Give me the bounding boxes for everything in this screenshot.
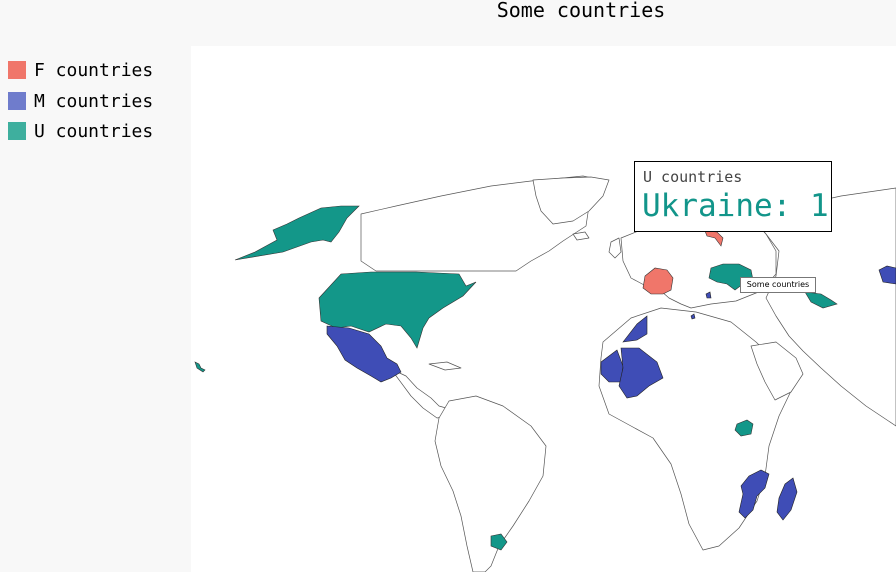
chart-title: Some countries [496, 0, 666, 22]
country-madagascar[interactable] [776, 477, 798, 521]
country-france[interactable] [642, 267, 674, 295]
map-plot-area [191, 46, 896, 572]
country-cuba[interactable] [428, 361, 462, 371]
series-m-countries [326, 265, 896, 521]
legend-label: M countries [34, 90, 154, 112]
country-central-america[interactable] [390, 368, 448, 419]
country-iceland[interactable] [572, 231, 590, 241]
tooltip-series-name: U countries [643, 168, 743, 186]
country-mexico[interactable] [326, 325, 402, 383]
map-tooltip: U countries Ukraine: 1 [634, 161, 832, 232]
legend-swatch-f [8, 61, 26, 79]
country-arabia[interactable] [750, 341, 804, 401]
legend-item-f-countries[interactable]: F countries [8, 58, 153, 82]
country-mozambique[interactable] [738, 469, 770, 519]
country-uk[interactable] [608, 237, 622, 259]
country-south-america[interactable] [434, 395, 547, 572]
country-mongolia[interactable] [878, 265, 896, 285]
country-finland[interactable] [704, 230, 724, 247]
tooltip-value: Ukraine: 1 [642, 188, 829, 224]
series-u-countries [194, 205, 838, 551]
country-alaska[interactable] [234, 205, 360, 261]
country-malta[interactable] [690, 313, 696, 320]
country-moldova[interactable] [705, 291, 712, 299]
legend-label: F countries [34, 59, 154, 81]
country-uruguay[interactable] [490, 533, 508, 551]
legend-swatch-u [8, 122, 26, 140]
legend-item-u-countries[interactable]: U countries [8, 119, 153, 143]
country-uganda[interactable] [734, 419, 754, 437]
legend-label: U countries [34, 120, 154, 142]
country-morocco[interactable] [622, 315, 648, 343]
country-hawaii[interactable] [194, 361, 206, 373]
country-uzbekistan[interactable] [804, 291, 838, 309]
legend-item-m-countries[interactable]: M countries [8, 89, 153, 113]
country-united-states[interactable] [318, 271, 477, 349]
hover-label: Some countries [740, 277, 816, 293]
country-mali[interactable] [618, 347, 664, 399]
country-greenland[interactable] [532, 176, 610, 225]
legend-swatch-m [8, 92, 26, 110]
world-map [194, 175, 896, 572]
series-f-countries [642, 230, 724, 295]
